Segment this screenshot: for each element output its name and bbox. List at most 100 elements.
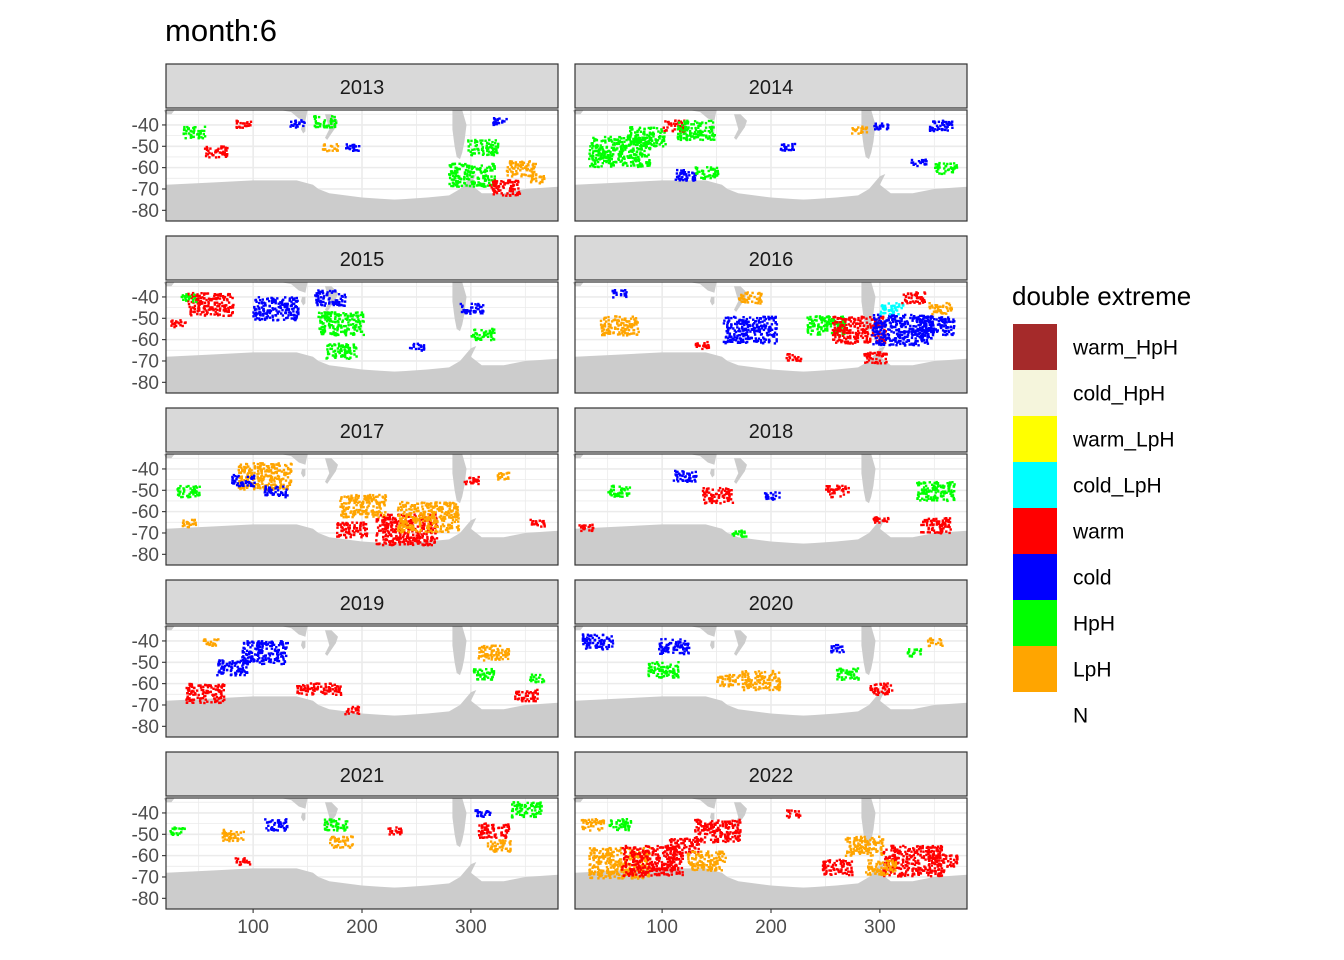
cell-HpH (954, 165, 958, 168)
cell-cold (293, 302, 296, 306)
cell-LpH (628, 333, 631, 336)
cell-HpH (638, 136, 642, 140)
cell-warm (247, 124, 250, 127)
cell-warm (402, 534, 405, 537)
cell-HpH (464, 168, 468, 172)
cell-cold (766, 322, 769, 325)
cell-warm (382, 538, 385, 541)
cell-cold (900, 319, 903, 323)
cell-cold (731, 340, 734, 343)
cell-warm (509, 181, 513, 184)
cell-HpH (617, 153, 621, 156)
cell-HpH (607, 156, 610, 159)
cell-warm (910, 294, 913, 297)
cell-HpH (820, 328, 823, 331)
cell-cold (940, 325, 943, 329)
cell-HpH (346, 344, 350, 347)
cell-cold (938, 316, 941, 320)
cell-cold (879, 322, 882, 325)
cell-cold (722, 322, 726, 325)
cell-warm (216, 297, 219, 300)
cell-warm (406, 540, 410, 544)
cell-cold (268, 311, 272, 315)
cell-LpH (353, 501, 356, 505)
cell-cold (763, 323, 766, 326)
cell-warm (845, 327, 848, 330)
cell-cold (619, 294, 623, 297)
cell-cold (343, 293, 346, 296)
cell-LpH (339, 505, 342, 508)
cell-LpH (257, 480, 260, 483)
cell-LpH (273, 483, 276, 486)
cell-HpH (660, 130, 663, 133)
cell-cold (235, 483, 239, 487)
cell-warm (225, 154, 229, 157)
cell-HpH (323, 326, 326, 330)
cell-HpH (321, 322, 324, 325)
cell-HpH (320, 321, 323, 324)
cell-LpH (410, 526, 413, 530)
cell-cold (724, 336, 728, 339)
cell-LpH (267, 465, 270, 468)
cell-warm (831, 333, 835, 337)
cell-cold (875, 125, 878, 128)
cell-HpH (626, 155, 629, 158)
cell-LpH (446, 528, 449, 531)
cell-cold (762, 328, 766, 332)
cell-HpH (617, 157, 620, 160)
cell-cold (943, 125, 947, 128)
cell-cold (943, 322, 946, 325)
cell-cold (944, 324, 947, 327)
cell-cold (674, 178, 677, 181)
cell-LpH (376, 501, 379, 505)
cell-LpH (759, 298, 762, 302)
cell-LpH (267, 467, 271, 470)
cell-warm (502, 180, 505, 184)
cell-warm (507, 180, 510, 183)
cell-HpH (701, 169, 705, 173)
cell-LpH (340, 496, 343, 499)
cell-cold (922, 325, 926, 328)
cell-HpH (338, 345, 341, 348)
cell-LpH (416, 506, 420, 509)
cell-LpH (540, 175, 543, 179)
cell-HpH (185, 485, 188, 488)
cell-cold (268, 299, 271, 303)
cell-HpH (180, 295, 183, 299)
cell-cold (276, 312, 280, 315)
cell-HpH (946, 162, 949, 166)
cell-LpH (946, 309, 950, 312)
cell-LpH (259, 478, 263, 481)
cell-cold (923, 322, 926, 325)
cell-HpH (820, 321, 824, 324)
cell-HpH (698, 170, 701, 173)
cell-cold (882, 322, 885, 325)
cell-cold (296, 311, 300, 314)
cell-warm (385, 525, 389, 528)
cell-cold (469, 309, 472, 312)
cell-HpH (202, 132, 205, 136)
cell-warm (216, 301, 219, 304)
cell-cold (745, 333, 748, 337)
cell-warm (508, 179, 512, 182)
cell-HpH (340, 355, 343, 358)
cell-cold (412, 342, 416, 346)
cell-LpH (269, 474, 273, 477)
cell-cold (921, 314, 924, 317)
cell-HpH (623, 146, 626, 149)
cell-HpH (345, 343, 348, 346)
cell-LpH (285, 464, 288, 468)
cell-HpH (619, 155, 622, 158)
cell-warm (430, 538, 433, 542)
cell-LpH (356, 501, 360, 504)
cell-HpH (624, 144, 628, 148)
cell-HpH (326, 350, 330, 353)
cell-cold_LpH (882, 312, 886, 315)
cell-HpH (632, 137, 635, 141)
cell-warm (434, 513, 437, 516)
cell-cold (615, 291, 618, 294)
cell-warm (495, 191, 499, 195)
cell-warm (856, 340, 860, 343)
cell-HpH (179, 484, 182, 488)
cell-warm (864, 334, 867, 338)
